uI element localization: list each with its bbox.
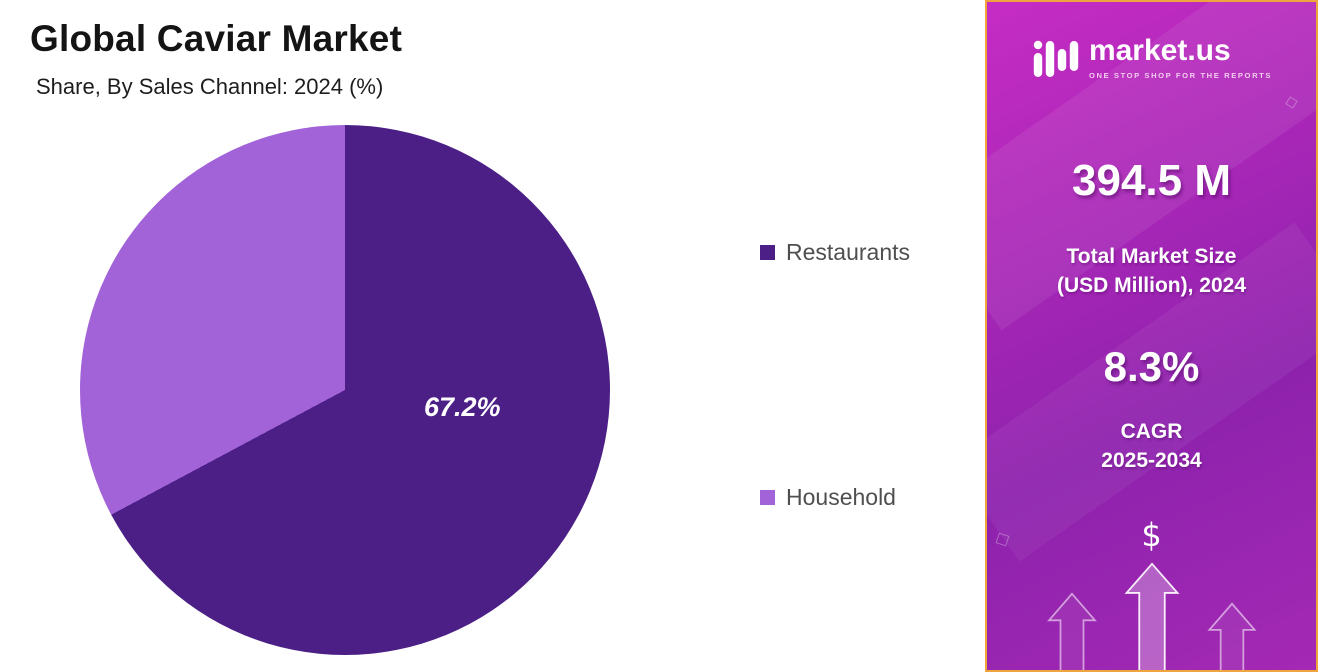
cagr-label-line2: 2025-2034: [1101, 449, 1202, 473]
legend-label-household: Household: [786, 484, 896, 510]
up-arrow-icon: [1046, 592, 1097, 670]
chart-area: Global Caviar Market Share, By Sales Cha…: [30, 18, 911, 655]
brand-sidebar: market.us ONE STOP SHOP FOR THE REPORTS …: [985, 0, 1318, 672]
brand-name: market.us: [1088, 34, 1231, 67]
market-size-label-line2: (USD Million), 2024: [1056, 274, 1247, 298]
brand-tagline: ONE STOP SHOP FOR THE REPORTS: [1088, 71, 1273, 80]
cagr-label: CAGR 2025-2034: [1101, 417, 1201, 476]
legend-swatch-restaurants: [760, 245, 775, 260]
chart-title: Global Caviar Market: [30, 18, 403, 59]
brand-logo: market.us ONE STOP SHOP FOR THE REPORTS: [1031, 36, 1272, 80]
pie-slice-label: 67.2%: [424, 392, 501, 422]
market-us-logo-icon: [1033, 40, 1079, 77]
dollar-symbol: $: [1141, 515, 1162, 554]
legend-swatch-household: [760, 490, 775, 505]
up-arrow-icon: [1206, 602, 1257, 670]
market-size-label-line1: Total Market Size: [1066, 245, 1237, 268]
legend-label-restaurants: Restaurants: [786, 239, 911, 265]
market-size-label: Total Market Size (USD Million), 2024: [1057, 242, 1246, 301]
legend-item-household: Household: [760, 484, 896, 511]
cagr-label-line1: CAGR: [1120, 419, 1183, 443]
growth-arrows: [987, 562, 1316, 670]
up-arrow-icon: [1124, 562, 1179, 670]
chart-subtitle: Share, By Sales Channel: 2024 (%): [36, 74, 384, 99]
legend-item-restaurants: Restaurants: [760, 239, 910, 266]
pie-chart: [80, 125, 610, 655]
cagr-value: 8.3%: [1103, 342, 1200, 390]
market-size-value: 394.5 M: [1072, 156, 1231, 205]
